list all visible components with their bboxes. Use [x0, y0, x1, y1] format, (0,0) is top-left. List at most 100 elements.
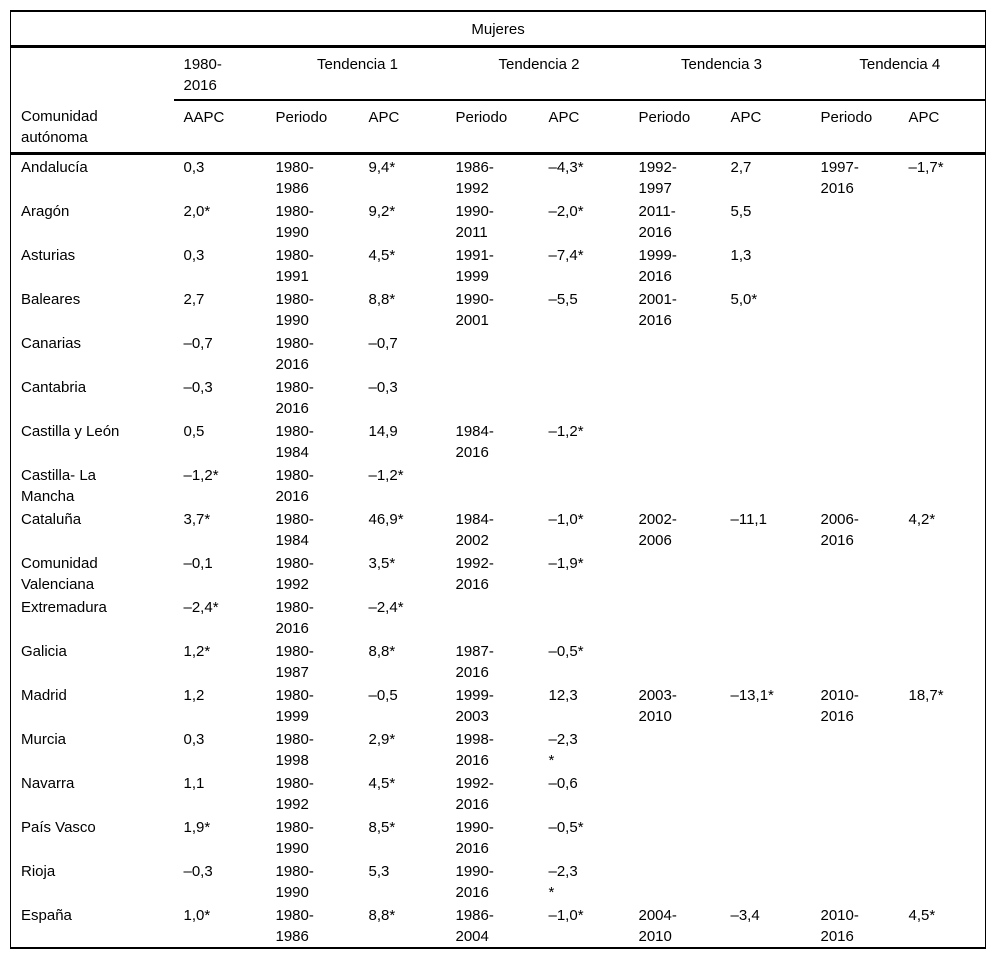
cell-value: 5,5: [730, 203, 752, 220]
cell-value: [539, 331, 629, 375]
cell-value: 8,8*: [368, 643, 396, 660]
cell-value: 5,0*: [730, 291, 758, 308]
cell-value: 4,5*: [368, 775, 396, 792]
cell-value: [721, 815, 811, 859]
table-row: Comunidad Valenciana –0,1 1980- 1992 3,5…: [11, 551, 986, 595]
cell-value: 1980- 1998: [275, 731, 314, 769]
cell-value: [721, 331, 811, 375]
cell-region-name: Cataluña: [21, 511, 82, 528]
cell-region-name: Castilla y León: [21, 423, 120, 440]
cell-value: –2,0*: [548, 203, 584, 220]
cell-value: [899, 771, 986, 815]
cell-region-name: País Vasco: [21, 819, 96, 836]
cell-value: [446, 331, 539, 375]
cell-value: –1,2*: [548, 423, 584, 440]
cell-value: [899, 639, 986, 683]
table-row: Cataluña 3,7* 1980- 1984 46,9* 1984- 200…: [11, 507, 986, 551]
cell-value: [446, 595, 539, 639]
cell-value: [539, 375, 629, 419]
cell-value: [899, 815, 986, 859]
cell-value: 2011- 2016: [638, 203, 676, 241]
cell-value: –1,2*: [183, 467, 219, 484]
cell-value: 1990- 2001: [455, 291, 494, 329]
cell-value: –2,3 *: [548, 863, 578, 901]
cell-value: 2,7: [183, 291, 205, 308]
cell-value: [629, 727, 721, 771]
cell-value: 0,3: [183, 731, 205, 748]
cell-value: [811, 287, 899, 331]
cell-value: 1,2: [183, 687, 205, 704]
cell-value: 1,2*: [183, 643, 211, 660]
cell-value: [899, 199, 986, 243]
cell-region-name: Madrid: [21, 687, 67, 704]
cell-value: [899, 463, 986, 507]
cell-value: [721, 639, 811, 683]
cell-value: –1,2*: [368, 467, 404, 484]
cell-value: –1,0*: [548, 907, 584, 924]
cell-value: –0,3: [183, 863, 213, 880]
cell-value: 2010- 2016: [820, 687, 859, 725]
cell-value: [899, 375, 986, 419]
cell-value: 1980- 2016: [275, 379, 314, 417]
cell-value: [539, 463, 629, 507]
table-row: Navarra 1,1 1980- 1992 4,5* 1992- 2016 –…: [11, 771, 986, 815]
cell-region-name: Andalucía: [21, 159, 88, 176]
cell-value: [811, 595, 899, 639]
cell-value: 2003- 2010: [638, 687, 677, 725]
cell-value: –1,9*: [548, 555, 584, 572]
cell-value: 1992- 1997: [638, 159, 677, 197]
group-header-tendencia-3: Tendencia 3: [628, 46, 811, 101]
cell-value: [721, 419, 811, 463]
cell-value: –5,5: [548, 291, 578, 308]
table-row: Extremadura –2,4* 1980- 2016 –2,4*: [11, 595, 986, 639]
group-header-tendencia-2: Tendencia 2: [445, 46, 629, 101]
cell-value: [899, 551, 986, 595]
cell-value: –0,7: [368, 335, 398, 352]
cell-value: 4,5*: [368, 247, 396, 264]
column-header-aapc: AAPC: [173, 100, 266, 155]
cell-value: 1998- 2016: [455, 731, 494, 769]
column-header-periodo-2: Periodo: [445, 100, 539, 155]
cell-value: [899, 243, 986, 287]
cell-value: –1,0*: [548, 511, 584, 528]
cell-value: –4,3*: [548, 159, 584, 176]
cell-value: –0,5*: [548, 643, 584, 660]
table-row: Madrid 1,2 1980- 1999 –0,5 1999- 2003 12…: [11, 683, 986, 727]
cell-value: [539, 595, 629, 639]
cell-value: [811, 243, 899, 287]
cell-value: 1992- 2016: [455, 775, 494, 813]
cell-value: [629, 595, 721, 639]
cell-value: –0,7: [183, 335, 213, 352]
table-row: Aragón 2,0* 1980- 1990 9,2* 1990- 2011 –…: [11, 199, 986, 243]
cell-region-name: Navarra: [21, 775, 75, 792]
cell-region-name: España: [21, 907, 72, 924]
cell-value: [446, 375, 539, 419]
column-header-periodo-4: Periodo: [810, 100, 899, 155]
cell-value: 0,3: [183, 159, 205, 176]
table-row: Cantabria –0,3 1980- 2016 –0,3: [11, 375, 986, 419]
cell-value: 8,8*: [368, 291, 396, 308]
column-header-apc-2: APC: [538, 100, 629, 155]
table-title-row: Mujeres: [10, 11, 986, 48]
cell-value: –0,5: [368, 687, 398, 704]
cell-value: [811, 859, 899, 903]
cell-value: 1990- 2011: [455, 203, 494, 241]
cell-value: [721, 727, 811, 771]
cell-value: 46,9*: [368, 511, 404, 528]
cell-value: 1980- 1986: [275, 159, 314, 197]
cell-value: [811, 331, 899, 375]
cell-value: 1980- 2016: [275, 467, 314, 505]
group-header-tendencia-4: Tendencia 4: [810, 46, 986, 101]
cell-value: 2,9*: [368, 731, 396, 748]
cell-value: [629, 551, 721, 595]
cell-value: [811, 551, 899, 595]
cell-value: [899, 595, 986, 639]
table-row: España 1,0* 1980- 1986 8,8* 1986- 2004 –…: [11, 903, 986, 948]
cell-value: 1986- 2004: [455, 907, 494, 945]
cell-value: [721, 595, 811, 639]
cell-value: 2001- 2016: [638, 291, 677, 329]
cell-value: 1980- 1987: [275, 643, 314, 681]
cell-value: 1980- 1992: [275, 555, 314, 593]
group-header-tendencia-1: Tendencia 1: [265, 46, 446, 101]
cell-value: 0,5: [183, 423, 205, 440]
